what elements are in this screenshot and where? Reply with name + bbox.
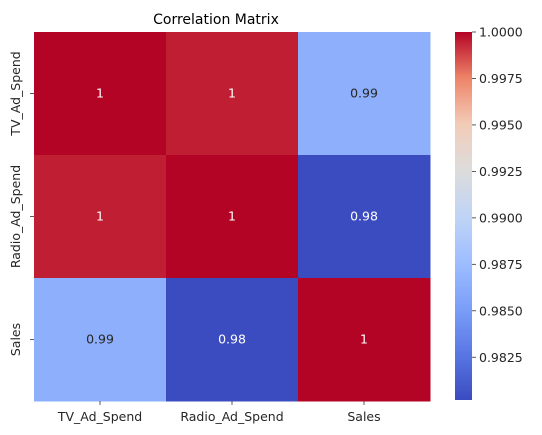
colorbar	[455, 32, 472, 400]
chart-title: Correlation Matrix	[153, 12, 279, 28]
heatmap-annotation: 1	[228, 86, 236, 101]
colorbar-gradient	[455, 32, 472, 400]
colorbar-tick-label: 0.9850	[479, 303, 523, 318]
heatmap-annotation: 1	[360, 332, 368, 347]
y-tick-label: Radio_Ad_Spend	[8, 165, 23, 268]
heatmap-annotation: 1	[96, 86, 104, 101]
x-axis: TV_Ad_Spend Radio_Ad_Spend Sales	[57, 401, 381, 424]
x-tick-label: Radio_Ad_Spend	[180, 409, 283, 424]
colorbar-tick-label: 0.9950	[479, 117, 523, 132]
heatmap-cell-r2-c1	[166, 278, 299, 402]
colorbar-ticks: 1.0000 0.9975 0.9950 0.9925 0.9900 0.9875 0.98…	[472, 25, 523, 365]
colorbar-tick-label: 0.9875	[479, 257, 523, 272]
colorbar-tick-label: 1.0000	[479, 25, 523, 40]
y-tick-label: TV_Ad_Spend	[8, 51, 23, 136]
heatmap-cell-r0-c0	[34, 32, 167, 156]
heatmap-cell-r1-c2	[298, 155, 431, 279]
x-tick-label: Sales	[347, 409, 380, 424]
y-axis: TV_Ad_Spend Radio_Ad_Spend Sales	[8, 51, 34, 356]
heatmap-annotation: 1	[228, 209, 236, 224]
colorbar-tick-label: 0.9925	[479, 164, 523, 179]
y-tick-label: Sales	[8, 323, 23, 356]
heatmap-annotation: 0.98	[350, 209, 378, 224]
heatmap-cell-r1-c1	[166, 155, 299, 279]
colorbar-tick-label: 0.9900	[479, 210, 523, 225]
heatmap-annotation: 1	[96, 209, 104, 224]
heatmap-cell-r0-c2	[298, 32, 431, 156]
heatmap-cells	[34, 32, 431, 402]
heatmap-cell-r0-c1	[166, 32, 299, 156]
heatmap-annotation: 0.99	[350, 86, 378, 101]
heatmap-cell-r2-c0	[34, 278, 167, 402]
colorbar-tick-label: 0.9825	[479, 350, 523, 365]
colorbar-tick-label: 0.9975	[479, 71, 523, 86]
heatmap-annotation: 0.98	[218, 332, 246, 347]
heatmap-cell-r1-c0	[34, 155, 167, 279]
heatmap-cell-r2-c2	[298, 278, 431, 402]
heatmap-annotations: 1 1 0.99 1 1 0.98 0.99 0.98 1	[86, 86, 378, 347]
heatmap-annotation: 0.99	[86, 332, 114, 347]
x-tick-label: TV_Ad_Spend	[57, 409, 142, 424]
